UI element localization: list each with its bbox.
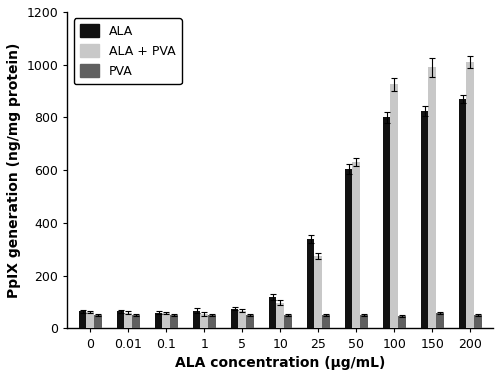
Bar: [383, 118, 390, 328]
Bar: [200, 314, 208, 328]
Bar: [466, 62, 474, 328]
Bar: [193, 311, 200, 328]
Bar: [459, 99, 466, 328]
Bar: [246, 315, 254, 328]
X-axis label: ALA concentration (μg/mL): ALA concentration (μg/mL): [175, 356, 386, 370]
Bar: [474, 315, 482, 328]
Bar: [322, 315, 330, 328]
Bar: [238, 311, 246, 328]
Bar: [79, 311, 86, 328]
Bar: [307, 239, 314, 328]
Bar: [390, 84, 398, 328]
Bar: [231, 309, 238, 328]
Bar: [436, 313, 444, 328]
Bar: [86, 312, 94, 328]
Bar: [276, 303, 284, 328]
Bar: [428, 67, 436, 328]
Bar: [124, 313, 132, 328]
Bar: [162, 313, 170, 328]
Legend: ALA, ALA + PVA, PVA: ALA, ALA + PVA, PVA: [74, 18, 182, 84]
Bar: [132, 315, 140, 328]
Bar: [352, 162, 360, 328]
Bar: [398, 316, 406, 328]
Bar: [170, 315, 177, 328]
Bar: [269, 297, 276, 328]
Bar: [94, 315, 102, 328]
Y-axis label: PpIX generation (ng/mg protein): PpIX generation (ng/mg protein): [7, 43, 21, 298]
Bar: [345, 169, 352, 328]
Bar: [314, 256, 322, 328]
Bar: [360, 315, 368, 328]
Bar: [284, 315, 292, 328]
Bar: [117, 311, 124, 328]
Bar: [208, 315, 216, 328]
Bar: [421, 111, 428, 328]
Bar: [155, 313, 162, 328]
